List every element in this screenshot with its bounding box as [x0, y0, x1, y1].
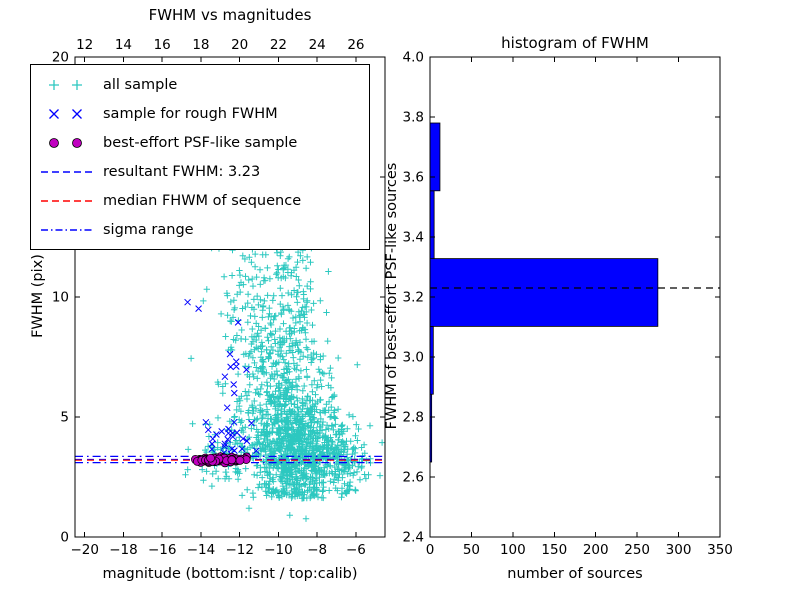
right-ytick-label: 3.4	[403, 230, 424, 246]
left-top-xtick-label: 22	[270, 37, 287, 53]
legend-label: resultant FWHM: 3.23	[103, 163, 261, 180]
left-ytick-label: 20	[52, 50, 69, 66]
left-xtick-label: −18	[109, 542, 138, 558]
left-xtick-label: −14	[187, 542, 216, 558]
scatter-series-best-effort-psf-like-sample	[191, 452, 251, 468]
right-xtick-label: 300	[666, 542, 692, 558]
hist-bar-3	[429, 190, 435, 260]
line-legend-icon	[41, 170, 93, 173]
legend-entry-sample-for-rough-fwhm: sample for rough FWHM	[39, 99, 361, 128]
legend-entry-sigma-range: sigma range	[39, 215, 361, 244]
left-xtick-label: −16	[148, 542, 177, 558]
legend-label: best-effort PSF-like sample	[103, 134, 298, 151]
right-ytick-label: 2.4	[403, 530, 424, 546]
left-top-xtick-label: 16	[154, 37, 171, 53]
hist-bar-2	[429, 258, 659, 327]
line-legend-icon	[41, 199, 93, 202]
left-xtick-label: −12	[225, 542, 254, 558]
legend-label: sample for rough FWHM	[103, 105, 278, 122]
left-ytick-label: 10	[52, 290, 69, 306]
left-xtick-label: −20	[70, 542, 99, 558]
left-plot-area	[75, 64, 385, 522]
left-top-xtick-label: 12	[76, 37, 93, 53]
scatter-series-all-sample	[182, 64, 385, 522]
right-yaxis-label: FWHM of best-effort PSF-like sources	[384, 162, 400, 430]
left-ytick-label: 0	[60, 530, 69, 546]
right-ytick-label: 2.6	[403, 470, 424, 486]
left-xtick-label: −8	[307, 542, 327, 558]
left-top-xtick-label: 14	[115, 37, 132, 53]
left-xtick-label: −6	[346, 542, 366, 558]
right-xtick-label: 50	[463, 542, 480, 558]
right-ytick-label: 3.8	[403, 110, 424, 126]
legend-entry-resultant-fwhm-3-23: resultant FWHM: 3.23	[39, 157, 361, 186]
left-top-xtick-label: 24	[309, 37, 326, 53]
left-plot-title: FWHM vs magnitudes	[148, 6, 312, 24]
right-ytick-label: 2.8	[403, 410, 424, 426]
right-xaxis-label: number of sources	[507, 566, 643, 582]
legend-entry-median-fhwm-of-sequence: median FHWM of sequence	[39, 186, 361, 215]
right-ytick-label: 3.2	[403, 290, 424, 306]
legend-box: all sample sample for rough FWHM best-effo…	[30, 64, 370, 250]
left-xtick-label: −10	[264, 542, 293, 558]
right-xtick-label: 200	[583, 542, 609, 558]
right-xtick-label: 350	[707, 542, 733, 558]
left-xaxis-label: magnitude (bottom:isnt / top:calib)	[102, 566, 358, 582]
right-plot-title: histogram of FWHM	[501, 34, 649, 52]
hist-bar-4	[429, 122, 441, 192]
right-axes: 0 50 100 150 200 250 300 350 2.4 2.6 2.8 3.0 3.2 3.4 3…	[403, 50, 733, 558]
left-ytick-label: 5	[60, 410, 69, 426]
legend-entry-all-sample: all sample	[39, 70, 361, 99]
right-xtick-label: 0	[426, 542, 435, 558]
right-xtick-label: 100	[500, 542, 526, 558]
line-legend-icon	[41, 228, 93, 231]
right-xtick-label: 150	[541, 542, 567, 558]
scatter-series-sample-for-rough-fwhm	[184, 298, 260, 460]
left-top-xtick-label: 26	[347, 37, 364, 53]
left-axes: −20 −18 −16 −14 −12 −10 −8 −6 12 14 16 18 20 22 24 26 0 5…	[52, 37, 386, 558]
left-top-xtick-label: 20	[231, 37, 248, 53]
right-xtick-label: 250	[624, 542, 650, 558]
plus-legend-icon	[49, 79, 82, 90]
right-ytick-label: 4.0	[403, 50, 424, 66]
legend-label: sigma range	[103, 221, 194, 238]
circle-legend-icon	[49, 137, 82, 148]
right-ytick-label: 3.6	[403, 170, 424, 186]
legend-entry-best-effort-psf-like-sample: best-effort PSF-like sample	[39, 128, 361, 157]
legend-label: median FHWM of sequence	[103, 192, 302, 209]
right-ytick-label: 3.0	[403, 350, 424, 366]
x-legend-icon	[49, 108, 82, 119]
legend-label: all sample	[103, 76, 178, 93]
left-top-xtick-label: 18	[192, 37, 209, 53]
